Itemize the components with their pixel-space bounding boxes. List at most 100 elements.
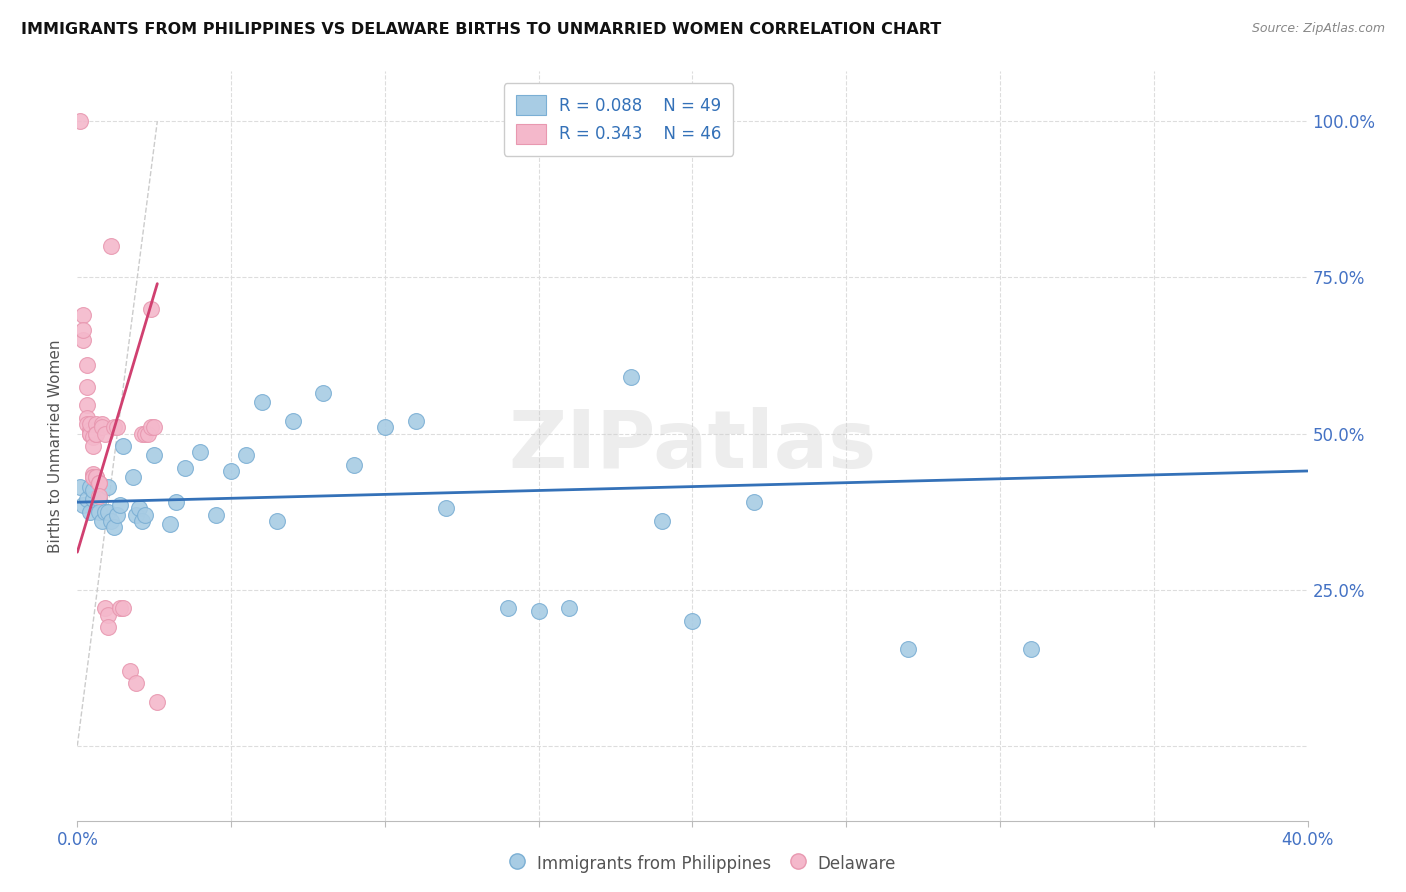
Point [82, 470, 104, 484]
Point [143, 449, 166, 463]
Point [651, 514, 673, 528]
Point [72, 498, 94, 512]
Point [105, 420, 128, 434]
Point [165, 495, 187, 509]
Point [94, 505, 117, 519]
Point [82, 470, 104, 484]
Point [76, 492, 98, 507]
Point [105, 508, 128, 522]
Point [94, 426, 117, 441]
Point [204, 508, 226, 522]
Point [84, 473, 107, 487]
Point [266, 514, 288, 528]
Point [250, 395, 273, 409]
Point [141, 301, 163, 316]
Point [496, 601, 519, 615]
Point [72, 324, 94, 338]
Point [76, 417, 98, 432]
Point [405, 414, 427, 428]
Text: ZIPatlas: ZIPatlas [509, 407, 876, 485]
Point [1019, 642, 1042, 657]
Point [188, 445, 212, 459]
Point [527, 605, 550, 619]
Point [87, 489, 110, 503]
Point [742, 495, 765, 509]
Point [79, 426, 101, 441]
Point [136, 426, 159, 441]
Point [82, 483, 104, 497]
Point [97, 607, 120, 622]
Point [84, 426, 107, 441]
Legend: Immigrants from Philippines, Delaware: Immigrants from Philippines, Delaware [503, 847, 903, 880]
Text: Source: ZipAtlas.com: Source: ZipAtlas.com [1251, 22, 1385, 36]
Point [125, 676, 148, 690]
Point [159, 517, 181, 532]
Point [281, 414, 304, 428]
Point [110, 498, 132, 512]
Point [110, 601, 132, 615]
Point [90, 514, 114, 528]
Point [69, 114, 91, 128]
Point [79, 417, 101, 432]
Point [125, 508, 148, 522]
Point [84, 470, 107, 484]
Point [87, 505, 110, 519]
Point [84, 426, 107, 441]
Point [235, 449, 257, 463]
Point [312, 386, 335, 401]
Point [112, 601, 135, 615]
Legend: R = 0.088    N = 49, R = 0.343    N = 46: R = 0.088 N = 49, R = 0.343 N = 46 [505, 84, 733, 156]
Point [82, 492, 104, 507]
Point [131, 514, 153, 528]
Point [76, 398, 98, 412]
Point [97, 620, 120, 634]
Point [82, 467, 104, 482]
Point [121, 470, 143, 484]
Point [682, 614, 704, 628]
Point [82, 430, 104, 444]
Point [87, 476, 110, 491]
Point [79, 426, 101, 441]
Point [134, 508, 156, 522]
Point [87, 492, 110, 507]
Point [103, 520, 125, 534]
Point [219, 464, 242, 478]
Point [97, 505, 120, 519]
Point [72, 333, 94, 347]
Point [76, 380, 98, 394]
Point [79, 505, 101, 519]
Point [143, 420, 166, 434]
Point [134, 426, 156, 441]
Point [72, 308, 94, 322]
Point [76, 410, 98, 425]
Point [112, 439, 135, 453]
Point [374, 420, 396, 434]
Point [558, 601, 581, 615]
Point [103, 420, 125, 434]
Text: IMMIGRANTS FROM PHILIPPINES VS DELAWARE BIRTHS TO UNMARRIED WOMEN CORRELATION CH: IMMIGRANTS FROM PHILIPPINES VS DELAWARE … [21, 22, 942, 37]
Point [79, 480, 101, 494]
Point [84, 417, 107, 432]
Point [131, 426, 153, 441]
Point [84, 470, 107, 484]
Point [87, 476, 110, 491]
Point [90, 420, 114, 434]
Y-axis label: Births to Unmarried Women: Births to Unmarried Women [48, 339, 63, 553]
Point [94, 601, 117, 615]
Point [146, 695, 169, 709]
Point [436, 501, 458, 516]
Point [118, 664, 141, 678]
Point [897, 642, 920, 657]
Point [97, 480, 120, 494]
Point [76, 358, 98, 372]
Point [82, 439, 104, 453]
Point [128, 501, 150, 516]
Point [90, 417, 114, 432]
Point [100, 514, 122, 528]
Point [141, 420, 163, 434]
Point [69, 480, 91, 494]
Point [343, 458, 366, 472]
Point [100, 239, 122, 253]
Point [79, 424, 101, 438]
Point [620, 370, 643, 384]
